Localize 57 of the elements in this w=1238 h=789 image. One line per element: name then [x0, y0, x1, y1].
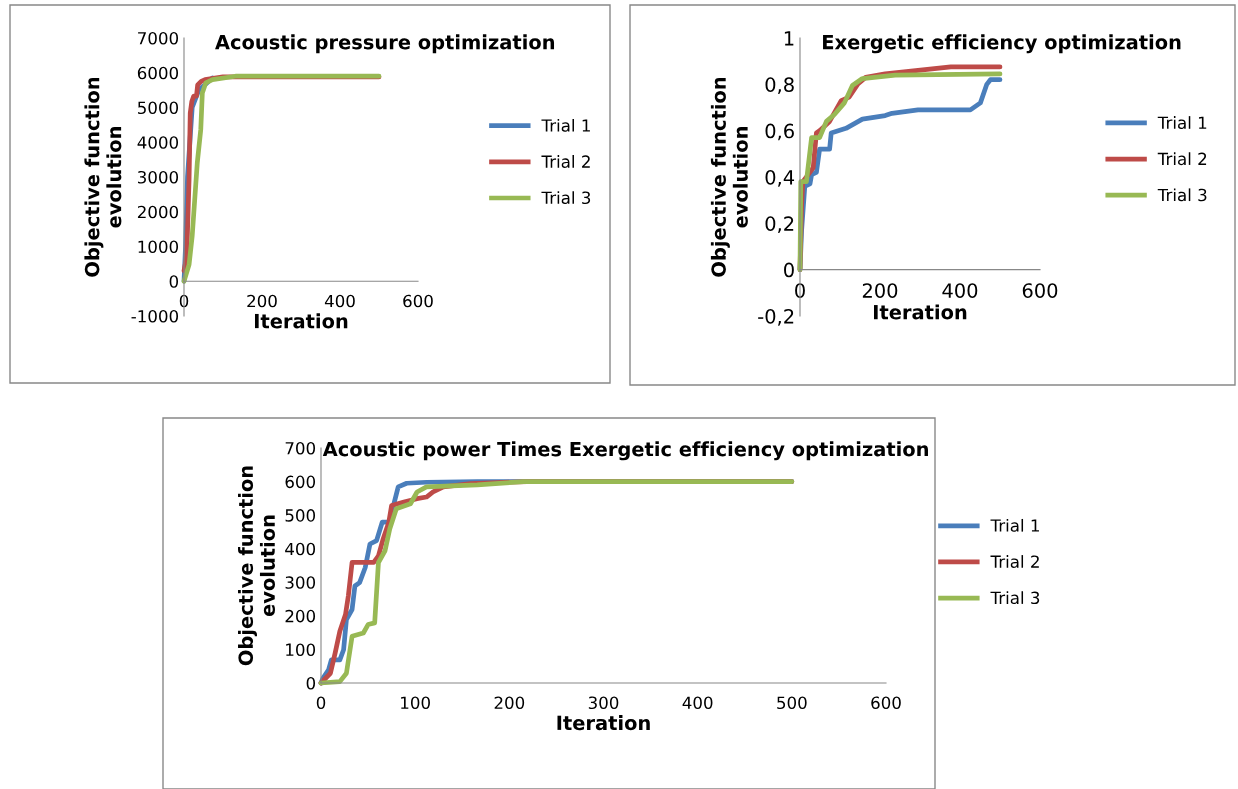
legend-label: Trial 1 [1157, 116, 1207, 130]
y-tick-label: -0,2 [758, 308, 794, 326]
y-tick-label: 0 [306, 676, 316, 690]
y-tick-label: 5000 [138, 101, 179, 115]
y-tick-label: 2000 [137, 205, 179, 219]
x-axis-title: Iteration [557, 715, 650, 731]
y-tick-label: 6000 [137, 66, 179, 80]
y-axis-title: Objective function evolution [710, 77, 748, 277]
x-tick-label: 400 [942, 283, 978, 298]
y-tick-label: 0,6 [765, 123, 794, 141]
chart-title: Acoustic pressure optimization [215, 34, 555, 54]
x-tick-label: 600 [871, 696, 901, 710]
line-series [318, 479, 795, 686]
y-tick-label: 200 [285, 609, 316, 623]
x-tick-label: 300 [588, 696, 619, 710]
chart-title: Exergetic efficiency optimization [823, 34, 1181, 54]
y-axis-title: Objective function evolution [84, 77, 122, 277]
x-tick-label: 400 [682, 696, 713, 710]
y-tick-label: 4000 [137, 136, 179, 149]
legend-label: Trial 3 [990, 591, 1040, 605]
x-tick-label: 200 [862, 283, 898, 298]
x-tick-label: 0 [316, 696, 326, 710]
legend-label: Trial 3 [541, 191, 591, 205]
y-tick-label: 600 [285, 475, 316, 489]
legend-label: Trial 2 [990, 555, 1039, 568]
legend-label: Trial 2 [541, 155, 590, 168]
x-tick-label: 200 [494, 696, 525, 710]
y-tick-label: 1000 [138, 240, 179, 254]
y-tick-label: 500 [285, 509, 316, 522]
x-tick-label: 100 [401, 696, 430, 710]
y-tick-label: 300 [285, 576, 316, 589]
y-axis-title: Objective function evolution [238, 466, 275, 666]
y-tick-label: 1 [784, 31, 794, 46]
y-tick-label: 0 [169, 275, 179, 288]
x-axis-title: Iteration [254, 313, 348, 329]
y-tick-label: 700 [285, 441, 316, 455]
y-tick-label: 0,4 [765, 169, 795, 187]
x-tick-label: 600 [403, 294, 433, 308]
legend-label: Trial 1 [990, 518, 1039, 532]
x-tick-label: 0 [179, 294, 189, 308]
x-tick-label: 600 [1022, 283, 1058, 298]
x-tick-label: 400 [324, 294, 355, 308]
y-tick-label: -1000 [131, 309, 179, 323]
y-tick-label: 100 [286, 643, 316, 656]
legend-label: Trial 2 [1157, 152, 1207, 166]
legend-label: Trial 3 [1157, 188, 1207, 202]
y-tick-label: 7000 [138, 31, 179, 45]
y-tick-label: 400 [285, 542, 316, 556]
y-tick-label: 0 [784, 262, 794, 278]
y-tick-label: 0,2 [765, 216, 794, 233]
y-tick-label: 3000 [137, 170, 179, 184]
y-tick-label: 0,8 [765, 77, 794, 94]
chart-title: Acoustic power Times Exergetic efficiency optimization [322, 441, 928, 461]
legend-label: Trial 1 [541, 118, 590, 132]
x-axis-title: Iteration [873, 304, 967, 320]
x-tick-label: 0 [795, 283, 805, 298]
x-tick-label: 200 [247, 294, 277, 308]
